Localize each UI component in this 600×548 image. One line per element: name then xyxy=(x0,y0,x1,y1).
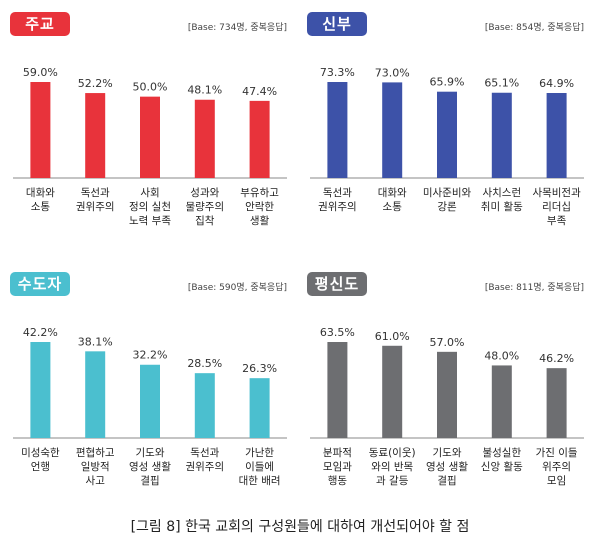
panel-title-badge: 평신도 xyxy=(307,272,367,296)
bar xyxy=(85,93,106,178)
base-note: [Base: 811명, 중복응답] xyxy=(484,283,584,293)
data-label: 42.2% xyxy=(23,326,58,339)
bar xyxy=(140,96,160,178)
bar xyxy=(85,351,106,438)
bar xyxy=(194,99,215,178)
bar xyxy=(491,365,512,438)
bar xyxy=(249,100,270,178)
category-label: 대화와 소통 xyxy=(26,187,55,213)
bar xyxy=(327,82,348,178)
category-label: 사목비전과 리더십 부족 xyxy=(532,187,581,227)
data-label: 46.2% xyxy=(539,352,574,365)
data-label: 73.0% xyxy=(375,66,410,79)
category-label: 가진 이들 위주의 모임 xyxy=(536,447,578,487)
category-label: 불성실한 신앙 활동 xyxy=(481,447,523,473)
bar xyxy=(140,364,160,438)
data-label: 63.5% xyxy=(320,326,355,339)
data-label: 52.2% xyxy=(78,77,113,90)
category-label: 독선과 권위주의 xyxy=(76,187,115,213)
panel-title-badge: 주교 xyxy=(10,12,70,36)
data-label: 59.0% xyxy=(23,66,58,79)
data-label: 32.2% xyxy=(133,349,168,362)
data-label: 48.0% xyxy=(484,349,519,362)
category-label: 독선과 권위주의 xyxy=(318,187,357,213)
bar xyxy=(437,351,457,438)
bar xyxy=(491,92,512,178)
bar xyxy=(437,91,457,178)
bar-chart: 42.2% 미성숙한 언행 38.1% 편협하고 일방적 사고 32.2% 기도와 영성 생활 결핍… xyxy=(13,326,287,487)
category-label: 미성숙한 언행 xyxy=(21,447,60,473)
bar-chart: 63.5% 분파적 모임과 행동 61.0% 동료(이웃) 와의 반목 과 갈등 57.0% 기도… xyxy=(310,326,584,487)
data-label: 64.9% xyxy=(539,77,574,90)
category-label: 독선과 권위주의 xyxy=(185,447,224,473)
chart-panel-religious: 수도자 [Base: 590명, 중복응답] 42.2% 미성숙한 언행 38.1% 편… xyxy=(5,270,295,515)
category-label: 사치스런 취미 활동 xyxy=(481,187,523,213)
category-label: 사회 정의 실천 노력 부족 xyxy=(129,187,171,227)
data-label: 65.9% xyxy=(430,76,465,89)
bar xyxy=(30,82,51,178)
data-label: 47.4% xyxy=(242,85,277,98)
data-label: 50.0% xyxy=(133,81,168,94)
chart-panel-priests: 신부 [Base: 854명, 중복응답] 73.3% 독선과 권위주의 73.0% 대… xyxy=(302,10,592,255)
base-note: [Base: 734명, 중복응답] xyxy=(187,23,287,33)
bar-chart: 59.0% 대화와 소통 52.2% 독선과 권위주의 50.0% 사회 정의 실천 노력 부족 4… xyxy=(13,66,287,227)
data-label: 48.1% xyxy=(187,84,222,97)
category-label: 기도와 영성 생활 결핍 xyxy=(129,447,171,487)
category-label: 성과와 물량주의 집착 xyxy=(185,187,224,227)
data-label: 38.1% xyxy=(78,335,113,348)
category-label: 미사준비와 강론 xyxy=(423,187,472,213)
chart-panel-laity: 평신도 [Base: 811명, 중복응답] 63.5% 분파적 모임과 행동 61.0… xyxy=(302,270,592,515)
bar xyxy=(327,342,348,438)
data-label: 57.0% xyxy=(430,336,465,349)
data-label: 65.1% xyxy=(484,77,519,90)
bar xyxy=(382,82,403,178)
panel-title-badge: 수도자 xyxy=(10,272,70,296)
category-label: 동료(이웃) 와의 반목 과 갈등 xyxy=(369,447,416,487)
data-label: 28.5% xyxy=(187,357,222,370)
bar xyxy=(546,368,567,438)
bar xyxy=(30,342,51,438)
category-label: 분파적 모임과 행동 xyxy=(323,447,352,487)
data-label: 73.3% xyxy=(320,66,355,79)
data-label: 26.3% xyxy=(242,362,277,375)
category-label: 편협하고 일방적 사고 xyxy=(76,446,115,487)
base-note: [Base: 854명, 중복응답] xyxy=(484,23,584,33)
chart-panel-bishops: 주교 [Base: 734명, 중복응답] 59.0% 대화와 소통 52.2% 독선과… xyxy=(5,10,295,255)
category-label: 기도와 영성 생활 결핍 xyxy=(426,447,468,487)
base-note: [Base: 590명, 중복응답] xyxy=(187,283,287,293)
bar xyxy=(382,345,403,438)
bar-chart: 73.3% 독선과 권위주의 73.0% 대화와 소통 65.9% 미사준비와 강론 65.1% 사… xyxy=(310,66,584,227)
bar xyxy=(546,93,567,178)
data-label: 61.0% xyxy=(375,330,410,343)
category-label: 가난한 이들에 대한 배려 xyxy=(239,447,281,487)
bar xyxy=(249,378,270,438)
category-label: 부유하고 안락한 생활 xyxy=(240,186,279,227)
bar xyxy=(194,373,215,438)
figure-caption: [그림 8] 한국 교회의 구성원들에 대하여 개선되어야 할 점 xyxy=(130,519,470,535)
category-label: 대화와 소통 xyxy=(378,187,407,213)
panel-title-badge: 신부 xyxy=(307,12,367,36)
